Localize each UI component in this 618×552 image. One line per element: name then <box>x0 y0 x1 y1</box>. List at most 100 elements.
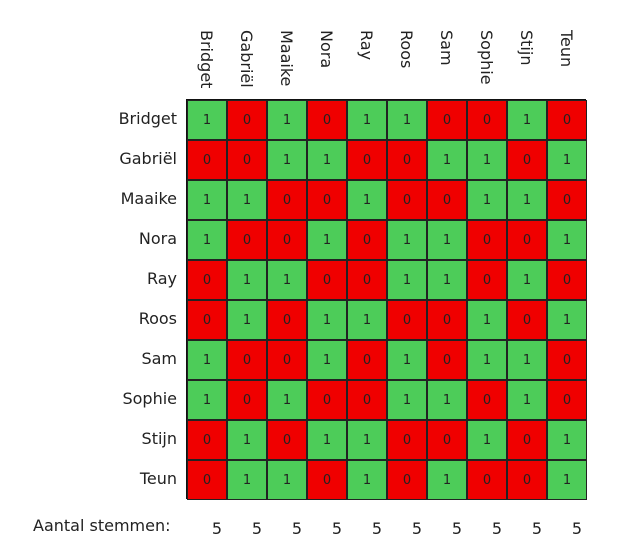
matrix-cell-r10-c5: 1 <box>347 460 387 500</box>
matrix-cell-r7-c2: 0 <box>227 340 267 380</box>
matrix-cell-r6-c4: 1 <box>307 300 347 340</box>
matrix-cell-r8-c8: 0 <box>467 380 507 420</box>
matrix-cell-r3-c8: 1 <box>467 180 507 220</box>
matrix-cell-r4-c7: 1 <box>427 220 467 260</box>
column-label-text: Teun <box>557 30 576 68</box>
matrix-cell-r9-c7: 0 <box>427 420 467 460</box>
matrix-cell-r8-c5: 0 <box>347 380 387 420</box>
matrix-cell-r7-c3: 0 <box>267 340 307 380</box>
matrix-cell-r1-c4: 0 <box>307 100 347 140</box>
matrix-cell-r3-c7: 0 <box>427 180 467 220</box>
matrix-cell-r1-c6: 1 <box>387 100 427 140</box>
total-sophie: 5 <box>491 519 503 538</box>
matrix-cell-r6-c7: 0 <box>427 300 467 340</box>
matrix-cell-r4-c1: 1 <box>187 220 227 260</box>
row-label-gabriel: Gabriël <box>119 149 177 168</box>
matrix-cell-r4-c8: 0 <box>467 220 507 260</box>
matrix-cell-r7-c6: 1 <box>387 340 427 380</box>
total-nora: 5 <box>331 519 343 538</box>
total-stijn: 5 <box>531 519 543 538</box>
column-label-teun: Teun <box>546 30 586 94</box>
row-label-roos: Roos <box>138 309 177 328</box>
matrix-cell-r3-c5: 1 <box>347 180 387 220</box>
column-label-text: Sophie <box>477 30 496 85</box>
matrix-cell-r3-c2: 1 <box>227 180 267 220</box>
column-label-text: Bridget <box>197 30 216 89</box>
matrix-cell-r10-c3: 1 <box>267 460 307 500</box>
column-label-ray: Ray <box>346 30 386 94</box>
matrix-cell-r10-c9: 0 <box>507 460 547 500</box>
matrix-cell-r5-c1: 0 <box>187 260 227 300</box>
column-label-roos: Roos <box>386 30 426 94</box>
column-label-text: Sam <box>437 30 456 66</box>
matrix-cell-r8-c6: 1 <box>387 380 427 420</box>
row-label-ray: Ray <box>146 269 177 288</box>
matrix-cell-r10-c4: 0 <box>307 460 347 500</box>
matrix-cell-r8-c4: 0 <box>307 380 347 420</box>
matrix-cell-r5-c5: 0 <box>347 260 387 300</box>
matrix-cell-r9-c10: 1 <box>547 420 587 460</box>
matrix-cell-r10-c7: 1 <box>427 460 467 500</box>
column-label-sam: Sam <box>426 30 466 94</box>
total-ray: 5 <box>371 519 383 538</box>
matrix-cell-r9-c4: 1 <box>307 420 347 460</box>
column-label-bridget: Bridget <box>186 30 226 94</box>
matrix-cell-r7-c10: 0 <box>547 340 587 380</box>
matrix-cell-r6-c3: 0 <box>267 300 307 340</box>
matrix-cell-r5-c3: 1 <box>267 260 307 300</box>
row-label-nora: Nora <box>138 229 177 248</box>
matrix-cell-r8-c10: 0 <box>547 380 587 420</box>
matrix-cell-r5-c2: 1 <box>227 260 267 300</box>
matrix-cell-r1-c9: 1 <box>507 100 547 140</box>
total-maaike: 5 <box>291 519 303 538</box>
column-label-text: Stijn <box>517 30 536 66</box>
matrix-cell-r6-c10: 1 <box>547 300 587 340</box>
matrix-cell-r1-c3: 1 <box>267 100 307 140</box>
row-label-bridget: Bridget <box>118 109 177 128</box>
column-label-text: Gabriël <box>237 30 256 88</box>
matrix-cell-r1-c8: 0 <box>467 100 507 140</box>
matrix-cell-r10-c2: 1 <box>227 460 267 500</box>
matrix-cell-r8-c9: 1 <box>507 380 547 420</box>
matrix-cell-r2-c5: 0 <box>347 140 387 180</box>
column-label-text: Ray <box>357 30 376 61</box>
matrix-cell-r6-c1: 0 <box>187 300 227 340</box>
matrix-cell-r9-c9: 0 <box>507 420 547 460</box>
matrix-cell-r2-c7: 1 <box>427 140 467 180</box>
matrix-cell-r6-c2: 1 <box>227 300 267 340</box>
column-label-maaike: Maaike <box>266 30 306 94</box>
row-label-sophie: Sophie <box>122 389 177 408</box>
matrix-cell-r5-c9: 1 <box>507 260 547 300</box>
matrix-cell-r1-c10: 0 <box>547 100 587 140</box>
column-label-stijn: Stijn <box>506 30 546 94</box>
column-label-text: Roos <box>397 30 416 69</box>
matrix-cell-r5-c10: 0 <box>547 260 587 300</box>
matrix-cell-r5-c7: 1 <box>427 260 467 300</box>
matrix-cell-r4-c6: 1 <box>387 220 427 260</box>
matrix-cell-r2-c1: 0 <box>187 140 227 180</box>
matrix-cell-r8-c3: 1 <box>267 380 307 420</box>
matrix-cell-r5-c6: 1 <box>387 260 427 300</box>
matrix-cell-r3-c3: 0 <box>267 180 307 220</box>
column-label-text: Nora <box>317 30 336 69</box>
matrix-cell-r1-c1: 1 <box>187 100 227 140</box>
total-teun: 5 <box>571 519 583 538</box>
matrix-cell-r5-c8: 0 <box>467 260 507 300</box>
matrix-cell-r10-c8: 0 <box>467 460 507 500</box>
matrix-cell-r9-c1: 0 <box>187 420 227 460</box>
matrix-cell-r4-c5: 0 <box>347 220 387 260</box>
matrix-cell-r9-c2: 1 <box>227 420 267 460</box>
matrix-cell-r4-c4: 1 <box>307 220 347 260</box>
column-label-text: Maaike <box>277 30 296 87</box>
matrix-cell-r7-c4: 1 <box>307 340 347 380</box>
matrix-cell-r4-c3: 0 <box>267 220 307 260</box>
matrix-cell-r9-c3: 0 <box>267 420 307 460</box>
matrix-cell-r2-c9: 0 <box>507 140 547 180</box>
matrix-cell-r2-c6: 0 <box>387 140 427 180</box>
matrix-cell-r6-c9: 0 <box>507 300 547 340</box>
matrix-cell-r3-c9: 1 <box>507 180 547 220</box>
matrix-cell-r7-c8: 1 <box>467 340 507 380</box>
matrix-cell-r2-c2: 0 <box>227 140 267 180</box>
matrix-cell-r9-c5: 1 <box>347 420 387 460</box>
matrix-cell-r3-c4: 0 <box>307 180 347 220</box>
